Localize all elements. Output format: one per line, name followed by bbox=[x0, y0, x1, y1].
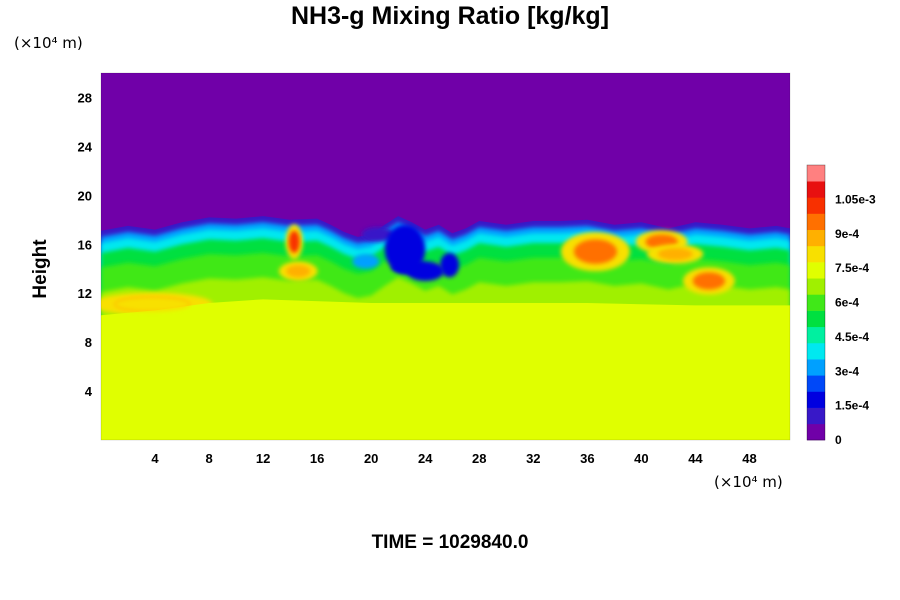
y-axis-unit: (×10⁴ m) bbox=[14, 34, 83, 52]
low-pocket-3 bbox=[440, 252, 460, 278]
x-tick-label: 36 bbox=[580, 451, 594, 466]
x-tick-label: 48 bbox=[742, 451, 756, 466]
colorbar-segment bbox=[807, 262, 825, 279]
colorbar-segment bbox=[807, 342, 825, 360]
colorbar-frame bbox=[806, 164, 826, 441]
colorbar-segment bbox=[807, 181, 825, 198]
colorbar-segment bbox=[807, 391, 825, 408]
low-pocket-4 bbox=[352, 254, 380, 269]
colorbar-tick-label: 3e-4 bbox=[835, 364, 859, 378]
colorbar-tick-label: 0 bbox=[835, 433, 842, 447]
low-pocket-0 bbox=[361, 227, 395, 242]
hot-spot-6 bbox=[657, 247, 693, 261]
plot-frame bbox=[100, 72, 791, 441]
time-label: TIME = 1029840.0 bbox=[371, 532, 529, 553]
colorbar-segment bbox=[807, 423, 825, 441]
y-tick-label: 12 bbox=[78, 286, 92, 301]
hot-spot-5 bbox=[286, 265, 311, 278]
hot-spot-1 bbox=[573, 239, 618, 264]
colorbar-segment bbox=[807, 245, 825, 263]
hot-spot-0 bbox=[288, 230, 300, 253]
x-tick-label: 32 bbox=[526, 451, 540, 466]
x-tick-label: 44 bbox=[688, 451, 703, 466]
colorbar-segment bbox=[807, 310, 825, 328]
y-tick-label: 28 bbox=[78, 90, 92, 105]
x-tick-label: 40 bbox=[634, 451, 648, 466]
colorbar-tick-label: 9e-4 bbox=[835, 227, 859, 241]
x-axis-unit: (×10⁴ m) bbox=[714, 473, 783, 491]
y-tick-label: 20 bbox=[78, 188, 92, 203]
colorbar-segment bbox=[807, 197, 825, 214]
low-pocket-1 bbox=[384, 224, 426, 274]
colorbar-segment bbox=[807, 359, 825, 376]
colorbar-tick-label: 6e-4 bbox=[835, 296, 859, 310]
colorbar-segment bbox=[807, 213, 825, 231]
x-tick-label: 24 bbox=[418, 451, 433, 466]
colorbar-tick-label: 4.5e-4 bbox=[835, 330, 869, 344]
hot-spot-3 bbox=[692, 272, 726, 290]
y-tick-label: 16 bbox=[78, 237, 92, 252]
x-tick-label: 12 bbox=[256, 451, 270, 466]
colorbar-tick-label: 1.5e-4 bbox=[835, 399, 869, 413]
x-tick-label: 4 bbox=[151, 451, 159, 466]
x-tick-label: 28 bbox=[472, 451, 486, 466]
colorbar-segment bbox=[807, 407, 825, 425]
x-tick-label: 8 bbox=[205, 451, 212, 466]
y-tick-label: 8 bbox=[85, 335, 92, 350]
colorbar-segment bbox=[807, 326, 825, 344]
field-lower bbox=[101, 299, 790, 440]
low-pocket-5 bbox=[391, 261, 427, 274]
colorbar-segment bbox=[807, 278, 825, 295]
colorbar-segment bbox=[807, 229, 825, 247]
lower-left-halo bbox=[114, 296, 191, 312]
colorbar-tick-label: 7.5e-4 bbox=[835, 261, 869, 275]
x-tick-label: 20 bbox=[364, 451, 378, 466]
y-tick-label: 24 bbox=[78, 139, 93, 154]
x-tick-label: 16 bbox=[310, 451, 324, 466]
chart-title: NH3-g Mixing Ratio [kg/kg] bbox=[290, 2, 610, 30]
colorbar-segment bbox=[807, 165, 825, 182]
colorbar-tick-label: 1.05e-3 bbox=[835, 192, 876, 206]
colorbar-segment bbox=[807, 375, 825, 392]
colorbar-segment bbox=[807, 294, 825, 311]
y-tick-label: 4 bbox=[85, 384, 93, 399]
